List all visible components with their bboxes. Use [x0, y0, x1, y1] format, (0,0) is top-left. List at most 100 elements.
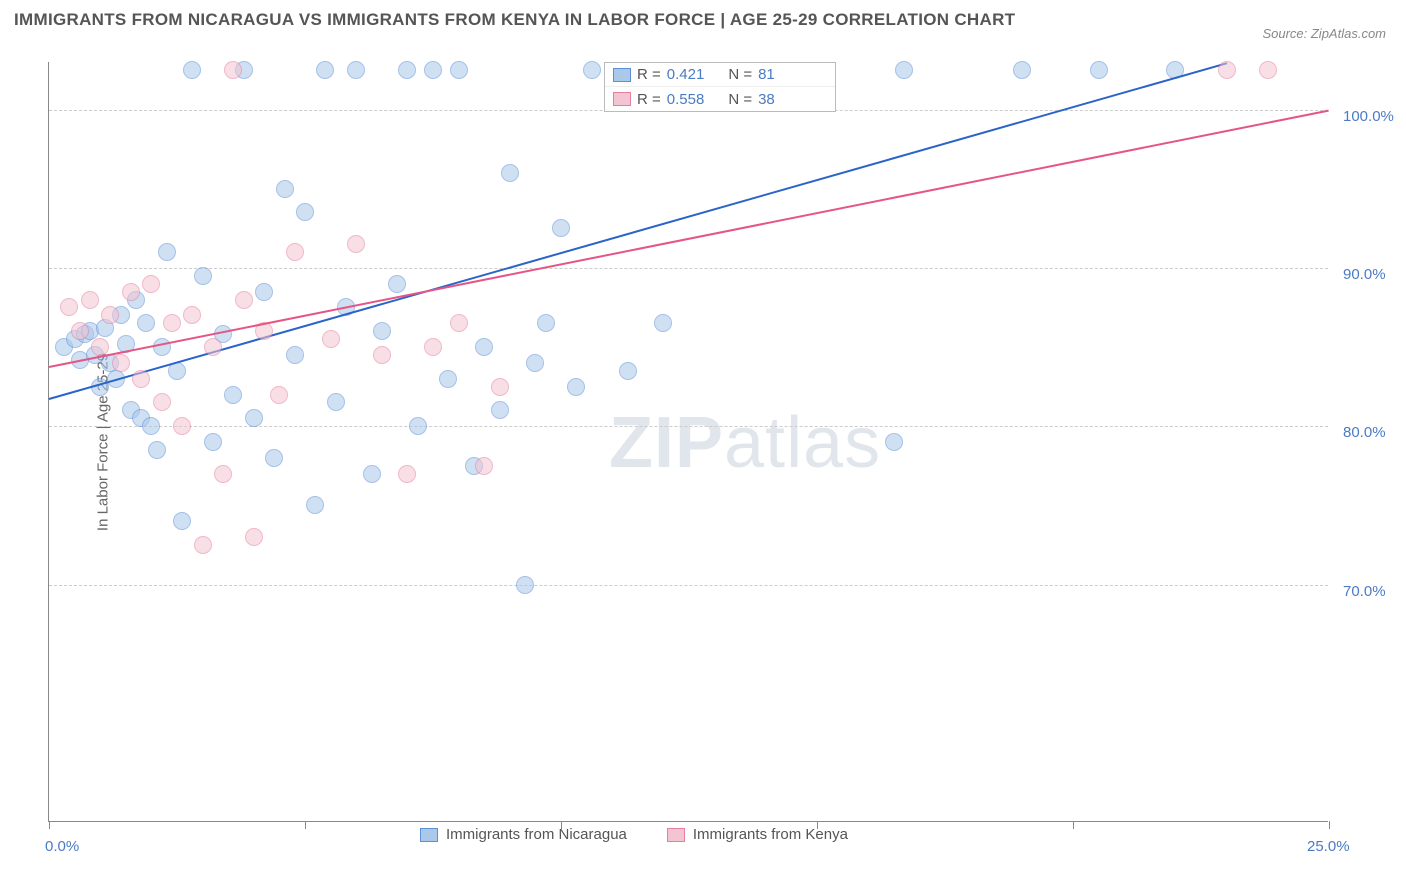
x-tick — [1329, 821, 1330, 829]
y-tick-label: 100.0% — [1343, 108, 1394, 125]
series-legend-item: Immigrants from Kenya — [667, 826, 848, 843]
x-tick-label: 25.0% — [1307, 838, 1350, 855]
scatter-point — [491, 401, 509, 419]
scatter-point — [132, 370, 150, 388]
scatter-point — [373, 346, 391, 364]
scatter-point — [158, 243, 176, 261]
gridline — [49, 426, 1328, 427]
scatter-point — [81, 291, 99, 309]
scatter-point — [194, 536, 212, 554]
scatter-point — [204, 338, 222, 356]
scatter-point — [619, 362, 637, 380]
legend-swatch — [667, 828, 685, 842]
scatter-point — [475, 457, 493, 475]
scatter-point — [450, 61, 468, 79]
scatter-point — [327, 393, 345, 411]
scatter-point — [245, 528, 263, 546]
scatter-point — [552, 219, 570, 237]
scatter-point — [1218, 61, 1236, 79]
n-value: 81 — [758, 66, 775, 83]
scatter-point — [363, 465, 381, 483]
stats-legend-row: R = 0.421 N = 81 — [605, 63, 835, 87]
scatter-point — [583, 61, 601, 79]
scatter-point — [71, 322, 89, 340]
scatter-point — [1013, 61, 1031, 79]
scatter-point — [296, 203, 314, 221]
scatter-point — [885, 433, 903, 451]
x-tick-label: 0.0% — [45, 838, 79, 855]
stats-legend-row: R = 0.558N = 38 — [605, 87, 835, 111]
scatter-point — [60, 298, 78, 316]
stats-legend: R = 0.421 N = 81 R = 0.558N = 38 — [604, 62, 836, 112]
series-legend: Immigrants from Nicaragua Immigrants from… — [420, 826, 848, 843]
scatter-point — [316, 61, 334, 79]
scatter-point — [235, 291, 253, 309]
scatter-point — [895, 61, 913, 79]
scatter-point — [224, 386, 242, 404]
scatter-point — [122, 283, 140, 301]
scatter-point — [245, 409, 263, 427]
gridline — [49, 585, 1328, 586]
y-tick-label: 90.0% — [1343, 266, 1386, 283]
y-tick-label: 70.0% — [1343, 583, 1386, 600]
scatter-point — [347, 61, 365, 79]
scatter-point — [347, 235, 365, 253]
scatter-point — [388, 275, 406, 293]
scatter-point — [137, 314, 155, 332]
legend-swatch — [613, 92, 631, 106]
r-label: R = — [637, 66, 661, 83]
scatter-point — [255, 283, 273, 301]
r-label: R = — [637, 91, 661, 108]
scatter-point — [654, 314, 672, 332]
scatter-point — [183, 306, 201, 324]
scatter-point — [526, 354, 544, 372]
legend-swatch — [420, 828, 438, 842]
trend-line — [49, 62, 1227, 400]
scatter-point — [194, 267, 212, 285]
scatter-point — [270, 386, 288, 404]
scatter-point — [153, 393, 171, 411]
scatter-point — [173, 417, 191, 435]
x-tick — [49, 821, 50, 829]
source-attribution: Source: ZipAtlas.com — [1262, 26, 1386, 41]
scatter-point — [173, 512, 191, 530]
scatter-point — [224, 61, 242, 79]
scatter-point — [286, 346, 304, 364]
y-tick-label: 80.0% — [1343, 424, 1386, 441]
scatter-point — [424, 61, 442, 79]
scatter-point — [322, 330, 340, 348]
x-tick — [1073, 821, 1074, 829]
n-label: N = — [728, 66, 752, 83]
scatter-point — [424, 338, 442, 356]
plot-wrapper: In Labor Force | Age 25-29 ZIPatlas 70.0… — [48, 62, 1328, 822]
scatter-point — [148, 441, 166, 459]
chart-container: IMMIGRANTS FROM NICARAGUA VS IMMIGRANTS … — [0, 0, 1406, 892]
n-value: 38 — [758, 91, 775, 108]
scatter-point — [475, 338, 493, 356]
gridline — [49, 268, 1328, 269]
scatter-point — [491, 378, 509, 396]
scatter-point — [516, 576, 534, 594]
watermark: ZIPatlas — [609, 402, 881, 484]
scatter-point — [101, 306, 119, 324]
scatter-point — [567, 378, 585, 396]
scatter-point — [398, 61, 416, 79]
trend-line — [49, 110, 1329, 368]
r-value: 0.421 — [667, 66, 705, 83]
legend-swatch — [613, 68, 631, 82]
series-label: Immigrants from Nicaragua — [446, 826, 627, 843]
chart-title: IMMIGRANTS FROM NICARAGUA VS IMMIGRANTS … — [14, 10, 1015, 30]
scatter-point — [537, 314, 555, 332]
scatter-point — [306, 496, 324, 514]
scatter-point — [142, 417, 160, 435]
series-label: Immigrants from Kenya — [693, 826, 848, 843]
scatter-point — [153, 338, 171, 356]
scatter-point — [204, 433, 222, 451]
scatter-point — [409, 417, 427, 435]
scatter-point — [142, 275, 160, 293]
scatter-point — [112, 354, 130, 372]
scatter-point — [286, 243, 304, 261]
series-legend-item: Immigrants from Nicaragua — [420, 826, 627, 843]
r-value: 0.558 — [667, 91, 705, 108]
scatter-point — [276, 180, 294, 198]
